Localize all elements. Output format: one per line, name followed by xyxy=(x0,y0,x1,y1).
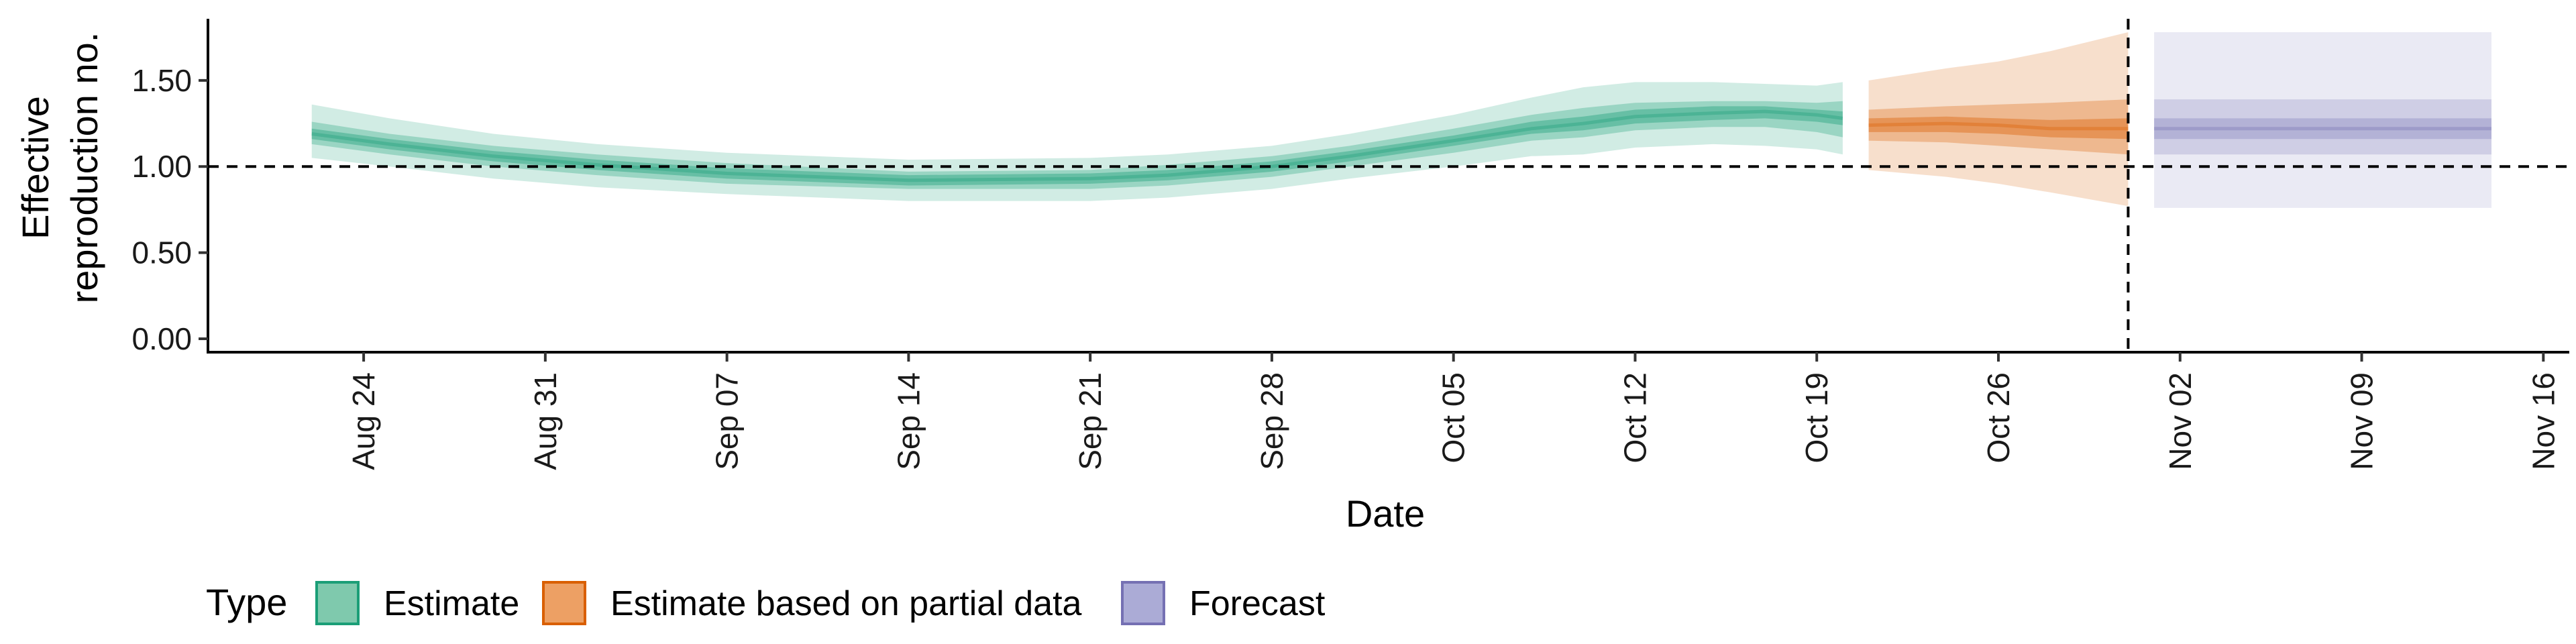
legend-label-forecast: Forecast xyxy=(1189,584,1326,623)
x-tick-label: Oct 12 xyxy=(1617,372,1652,464)
legend-title: Type xyxy=(206,581,287,623)
axes xyxy=(207,19,2569,354)
x-tick-label: Oct 19 xyxy=(1799,372,1834,464)
estimate-based-on-partial-data-median-line xyxy=(1868,121,2129,131)
x-tick-label: Sep 07 xyxy=(710,372,745,470)
estimate-based-on-partial-data-band-20 xyxy=(1868,116,2129,140)
x-tick-label: Nov 16 xyxy=(2526,372,2561,470)
legend: Type Estimate Estimate based on partial d… xyxy=(206,581,1326,625)
x-tick-label: Nov 09 xyxy=(2345,372,2379,470)
estimate-based-on-partial-data-band-50 xyxy=(1868,99,2129,155)
y-axis-title-line2: reproduction no. xyxy=(63,32,105,304)
y-tick-label: 0.50 xyxy=(131,235,192,270)
x-tick-label: Nov 02 xyxy=(2163,372,2198,470)
legend-label-estimate: Estimate xyxy=(384,584,519,623)
legend-key-estimate xyxy=(315,581,360,625)
y-tick-label: 1.50 xyxy=(131,63,192,98)
x-tick-label: Oct 26 xyxy=(1981,372,2016,464)
estimate-based-on-partial-data-band-90 xyxy=(1868,32,2129,207)
median-lines xyxy=(311,109,2491,182)
forecast-band-90 xyxy=(2154,32,2491,208)
forecast-band-20 xyxy=(2154,118,2491,140)
estimate-band-20 xyxy=(311,106,1843,186)
y-axis-ticks: 0.00 0.50 1.00 1.50 xyxy=(131,63,208,356)
x-tick-label: Sep 21 xyxy=(1073,372,1108,470)
estimate-band-90 xyxy=(311,82,1843,201)
x-axis-ticks: Aug 24 Aug 31 Sep 07 Sep 14 Sep 21 Sep 28 Oct … xyxy=(346,352,2561,470)
interval-bands xyxy=(311,32,2491,208)
x-tick-label: Aug 24 xyxy=(346,372,381,470)
estimate-band-50 xyxy=(311,101,1843,189)
legend-label-estimate-based-on-partial-data: Estimate based on partial data xyxy=(610,584,1082,623)
y-axis-title-line1: Effective xyxy=(14,96,56,239)
y-tick-label: 0.00 xyxy=(131,321,192,356)
legend-key-estimate-based-on-partial-data xyxy=(542,581,586,625)
x-tick-label: Sep 14 xyxy=(891,372,926,470)
y-tick-label: 1.00 xyxy=(131,149,192,184)
x-tick-label: Aug 31 xyxy=(528,372,563,470)
forecast-band-50 xyxy=(2154,99,2491,155)
estimate-median-line xyxy=(311,109,1843,182)
x-tick-label: Sep 28 xyxy=(1254,372,1289,470)
x-axis-title: Date xyxy=(1346,492,1425,535)
y-axis-title: Effective reproduction no. xyxy=(14,32,105,304)
legend-key-forecast xyxy=(1121,581,1165,625)
x-tick-label: Oct 05 xyxy=(1436,372,1471,464)
